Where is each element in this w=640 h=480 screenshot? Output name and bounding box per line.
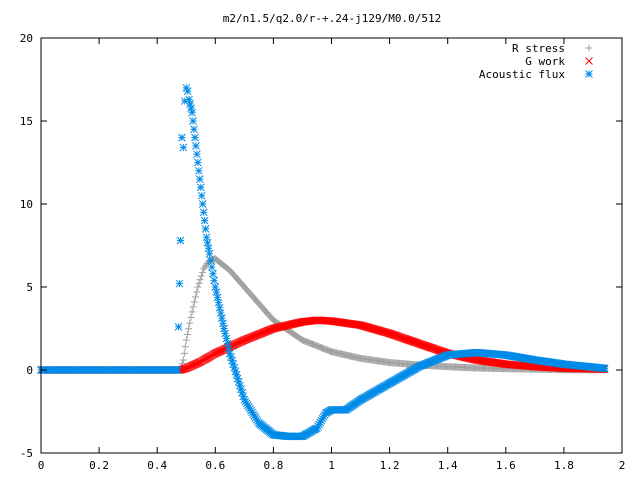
data-point xyxy=(195,279,203,287)
data-point xyxy=(224,344,233,353)
data-point xyxy=(201,225,210,233)
data-point xyxy=(186,319,194,327)
x-tick-label: 0.8 xyxy=(263,459,283,472)
data-point xyxy=(187,314,195,322)
data-point xyxy=(216,309,225,317)
x-tick-label: 1.6 xyxy=(496,459,516,472)
legend-marker xyxy=(585,44,593,52)
axes: 0 0.2 0.4 0.6 0.8 1 1.2 1.4 1.6 1.8 2 -5 0 5 10 15 20 xyxy=(20,32,626,472)
series-acoustic-flux xyxy=(37,83,609,441)
data-point xyxy=(188,108,196,117)
data-point xyxy=(214,298,223,307)
data-point xyxy=(193,150,201,159)
data-point xyxy=(173,366,182,374)
y-tick-label: -5 xyxy=(20,447,33,460)
chart-title: m2/n1.5/q2.0/r-+.24-j129/M0.0/512 xyxy=(223,12,442,25)
data-point xyxy=(221,329,230,338)
data-point xyxy=(223,339,232,348)
data-point xyxy=(190,125,198,134)
data-point xyxy=(187,104,195,113)
x-tick-label: 0.2 xyxy=(89,459,109,472)
data-point xyxy=(206,256,215,265)
data-point xyxy=(174,322,183,331)
data-point xyxy=(197,191,206,200)
data-point xyxy=(190,298,198,306)
data-point xyxy=(180,349,188,357)
data-point xyxy=(189,117,197,125)
x-tick-label: 1.8 xyxy=(554,459,574,472)
data-point xyxy=(220,324,228,333)
data-point xyxy=(192,142,200,150)
data-point xyxy=(207,263,216,271)
data-point xyxy=(175,279,184,288)
x-tick-label: 0 xyxy=(38,459,45,472)
data-point xyxy=(219,319,227,328)
y-tick-label: 10 xyxy=(20,198,33,211)
data-point xyxy=(178,133,186,142)
y-tick-label: 5 xyxy=(26,281,33,294)
x-tick-label: 1 xyxy=(328,459,335,472)
data-point xyxy=(185,325,193,333)
data-point xyxy=(183,87,192,95)
plot-area xyxy=(37,83,609,441)
data-point xyxy=(198,200,207,208)
data-point xyxy=(194,283,202,291)
data-point xyxy=(217,314,226,322)
y-tick-label: 20 xyxy=(20,32,33,45)
data-point xyxy=(179,356,187,364)
data-point xyxy=(188,308,196,316)
data-point xyxy=(196,276,204,284)
data-point xyxy=(213,293,222,302)
data-point xyxy=(205,249,214,258)
data-point xyxy=(200,216,209,225)
data-point xyxy=(215,303,224,312)
data-point xyxy=(191,133,199,142)
data-point xyxy=(222,334,231,343)
data-point xyxy=(209,269,217,278)
x-tick-label: 1.4 xyxy=(438,459,458,472)
legend-label: Acoustic flux xyxy=(479,68,565,81)
legend-label: R stress xyxy=(512,42,565,55)
data-point xyxy=(194,158,202,167)
y-tick-label: 0 xyxy=(26,364,33,377)
legend-marker xyxy=(585,70,593,78)
data-point xyxy=(193,288,201,296)
data-point xyxy=(189,303,197,311)
data-point xyxy=(194,166,203,175)
data-point xyxy=(183,330,191,338)
data-point xyxy=(181,343,189,351)
data-point xyxy=(185,95,194,104)
legend-marker xyxy=(585,57,593,65)
data-point xyxy=(192,293,200,301)
data-point xyxy=(176,236,185,245)
x-tick-label: 0.4 xyxy=(147,459,167,472)
x-tick-label: 0.6 xyxy=(205,459,225,472)
data-point xyxy=(199,208,208,217)
data-point xyxy=(600,364,609,373)
data-point xyxy=(186,99,194,108)
x-tick-label: 1.2 xyxy=(380,459,400,472)
legend-label: G work xyxy=(525,55,565,68)
data-point xyxy=(210,276,218,285)
data-point xyxy=(199,268,207,276)
data-point xyxy=(197,272,205,280)
data-point xyxy=(196,183,205,192)
x-tick-label: 2 xyxy=(619,459,626,472)
data-point xyxy=(211,283,220,291)
data-point xyxy=(179,143,188,152)
data-point xyxy=(212,288,221,297)
data-point xyxy=(182,336,190,344)
data-point xyxy=(195,175,204,183)
y-tick-label: 15 xyxy=(20,115,33,128)
